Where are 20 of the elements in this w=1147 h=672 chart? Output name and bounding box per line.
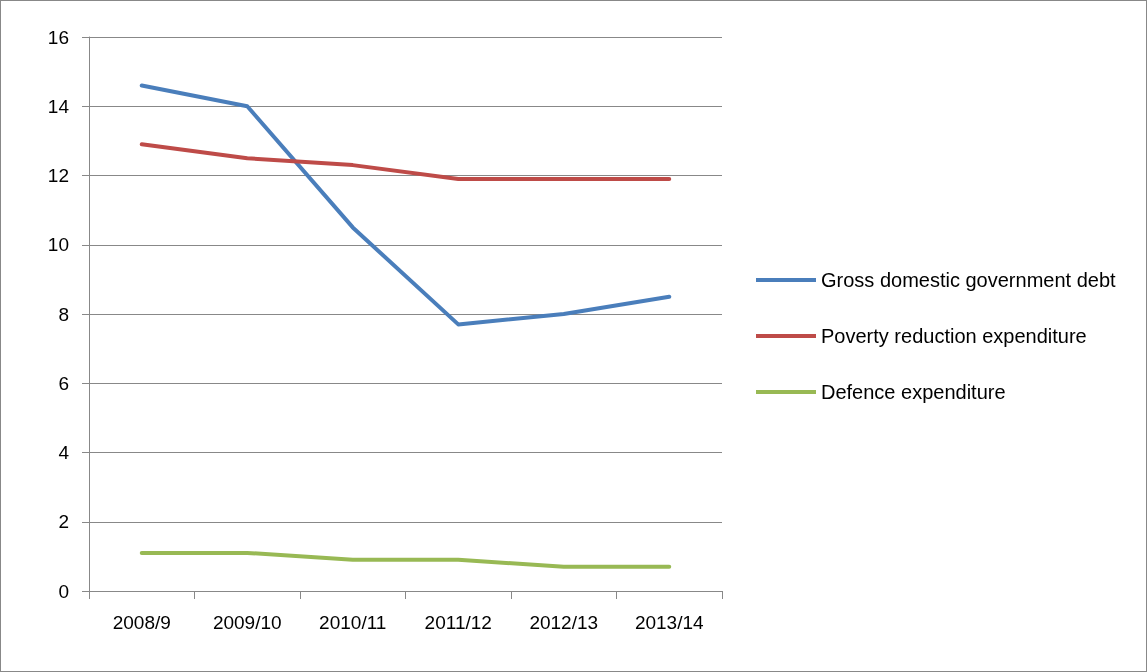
- x-tick-label: 2012/13: [529, 612, 599, 633]
- x-tick-label: 2009/10: [212, 612, 282, 633]
- y-tick-label: 16: [47, 26, 69, 48]
- line-series: [139, 83, 672, 327]
- y-tick-label: 12: [47, 165, 69, 186]
- x-tick-label: 2010/11: [319, 612, 387, 633]
- x-tick-label: 2011/12: [424, 612, 492, 633]
- y-tick-label: 8: [58, 303, 69, 325]
- y-tick-label: 14: [47, 95, 70, 117]
- legend-label: Defence expenditure: [821, 381, 1006, 403]
- y-tick-label: 6: [58, 372, 69, 394]
- legend-label: Gross domestic government debt: [821, 269, 1117, 291]
- y-tick-label: 10: [47, 234, 69, 256]
- y-tick-label: 0: [58, 580, 69, 602]
- x-tick-label: 2013/14: [634, 612, 705, 633]
- y-tick-label: 4: [58, 442, 70, 463]
- legend-label: Poverty reduction expenditure: [821, 325, 1087, 347]
- y-tick-label: 2: [58, 511, 69, 533]
- x-tick-label: 2008/9: [112, 612, 171, 633]
- line-series: [139, 142, 672, 181]
